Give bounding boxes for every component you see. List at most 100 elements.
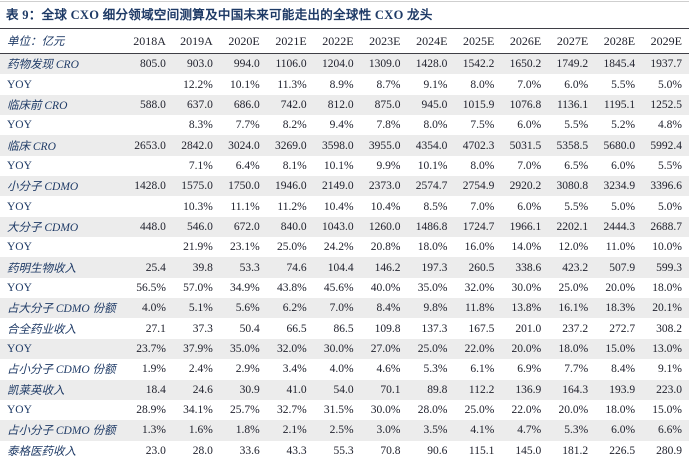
cell-value: 1195.1: [603, 98, 636, 111]
cell-value: 4.6%: [376, 363, 401, 376]
cell-value: 599.3: [656, 261, 682, 274]
cell-value: 686.0: [233, 98, 260, 111]
cell-value: 10.4%: [370, 200, 401, 213]
cell-value: 25.0%: [464, 404, 495, 417]
cell-value: 1.3%: [141, 424, 166, 437]
cell-value: 41.0: [286, 383, 307, 396]
cell-value: 8.4%: [611, 363, 636, 376]
cell-value: 4.1%: [470, 424, 495, 437]
table-row: 小分子 CDMO 1428.0 1575.0 1750.0 1946.0 2149.0 23…: [0, 176, 689, 197]
row-label: YOY: [7, 342, 32, 355]
cell-value: 1260.0: [368, 220, 401, 233]
cell-value: 12.0%: [558, 241, 589, 254]
cell-value: 50.4: [239, 322, 260, 335]
cell-value: 223.0: [656, 383, 682, 396]
cell-value: 30.0%: [511, 281, 542, 294]
cell-value: 8.0%: [423, 119, 448, 132]
cell-value: 164.3: [562, 383, 589, 396]
cell-value: 66.5: [286, 322, 307, 335]
column-header: 2024E: [416, 33, 448, 48]
cell-value: 1750.0: [228, 180, 260, 193]
cell-value: 13.8%: [511, 302, 542, 315]
cell-value: 5.3%: [423, 363, 448, 376]
cell-value: 89.8: [427, 383, 448, 396]
column-header: 2018A: [133, 33, 166, 48]
cell-value: 40.0%: [370, 281, 401, 294]
cell-value: 994.0: [233, 58, 260, 71]
cell-value: 20.8%: [370, 241, 401, 254]
cell-value: 25.0%: [276, 241, 307, 254]
cell-value: 2202.1: [556, 220, 589, 233]
cell-value: 112.2: [468, 383, 495, 396]
cell-value: 136.9: [515, 383, 542, 396]
cell-value: 25.7%: [230, 404, 260, 417]
cell-value: 2688.7: [650, 220, 682, 233]
cell-value: 7.7%: [564, 363, 589, 376]
cell-value: 3024.0: [228, 139, 260, 152]
cell-value: 742.0: [280, 98, 307, 111]
column-header: 2026E: [509, 33, 542, 48]
cell-value: 448.0: [140, 220, 166, 233]
row-label: 临床前 CRO: [7, 99, 68, 112]
cell-value: 1749.2: [556, 58, 589, 71]
cell-value: 875.0: [374, 98, 401, 111]
cell-value: 32.7%: [276, 404, 307, 417]
row-label: 泰格医药收入: [7, 445, 76, 458]
row-label: YOY: [7, 241, 32, 254]
cell-value: 8.3%: [188, 119, 213, 132]
table-row: YOY 8.3% 7.7% 8.2% 9.4% 7.8% 8.0% 7.5% 6.0% 5.5% 5…: [0, 115, 689, 135]
cell-value: 7.0%: [517, 159, 542, 172]
table-row: YOY 23.7% 37.9% 35.0% 32.0% 30.0% 27.0% 25.0% 22…: [0, 338, 689, 360]
cell-value: 3269.0: [275, 139, 307, 152]
table-row: 药物发现 CRO 805.0 903.0 994.0 1106.0 1204.0 1309.…: [0, 54, 689, 75]
cell-value: 9.8%: [423, 302, 448, 315]
cell-value: 8.2%: [282, 119, 307, 132]
cell-value: 5.3%: [564, 424, 589, 437]
cell-value: 812.0: [327, 98, 354, 111]
column-header: 2025E: [462, 33, 495, 48]
cell-value: 11.2%: [277, 200, 307, 213]
cell-value: 8.7%: [376, 78, 401, 91]
cell-value: 18.3%: [605, 302, 636, 315]
column-header: 2023E: [369, 33, 401, 48]
cell-value: 4.7%: [517, 424, 542, 437]
cell-value: 167.5: [468, 322, 495, 335]
cell-value: 33.6: [239, 444, 260, 457]
cell-value: 1575.0: [181, 180, 213, 193]
cell-value: 5.5%: [611, 78, 636, 91]
cell-value: 1106.0: [275, 58, 307, 71]
cell-value: 11.1%: [230, 200, 260, 213]
cell-value: 10.1%: [230, 78, 260, 91]
cell-value: 23.7%: [136, 342, 166, 355]
cell-value: 2.1%: [282, 424, 307, 437]
cell-value: 3080.8: [556, 180, 589, 193]
cell-value: 39.8: [192, 261, 213, 274]
cell-value: 4.0%: [141, 302, 166, 315]
cell-value: 3.4%: [282, 363, 307, 376]
row-label: YOY: [7, 281, 32, 294]
cell-value: 3598.0: [321, 139, 354, 152]
page-title: 表 9：全球 CXO 细分领域空间测算及中国未来可能走出的全球性 CXO 龙头: [6, 8, 433, 22]
table-row: 临床前 CRO 588.0 637.0 686.0 742.0 812.0 875.0 945…: [0, 94, 689, 116]
cell-value: 12.2%: [183, 78, 213, 91]
cell-value: 31.5%: [323, 404, 354, 417]
cell-value: 423.2: [562, 261, 589, 274]
column-header: 2021E: [275, 33, 307, 48]
cell-value: 6.1%: [470, 363, 495, 376]
cell-value: 6.0%: [517, 200, 542, 213]
cell-value: 8.0%: [470, 159, 495, 172]
cell-value: 35.0%: [230, 342, 260, 355]
cell-value: 18.0%: [652, 281, 682, 294]
title-rule: [0, 28, 689, 29]
column-header: 2019A: [180, 33, 213, 48]
row-label: YOY: [7, 200, 32, 213]
cell-value: 7.0%: [517, 78, 542, 91]
cell-value: 34.9%: [230, 281, 260, 294]
cell-value: 5.1%: [188, 302, 213, 315]
cell-value: 43.8%: [276, 281, 307, 294]
cell-value: 137.3: [421, 322, 448, 335]
table-row: YOY 12.2% 10.1% 11.3% 8.9% 8.7% 9.1% 8.0% 7.0% 6.…: [0, 74, 689, 94]
cell-value: 6.5%: [564, 159, 589, 172]
cell-value: 5031.5: [509, 139, 542, 152]
cell-value: 22.0%: [511, 404, 542, 417]
